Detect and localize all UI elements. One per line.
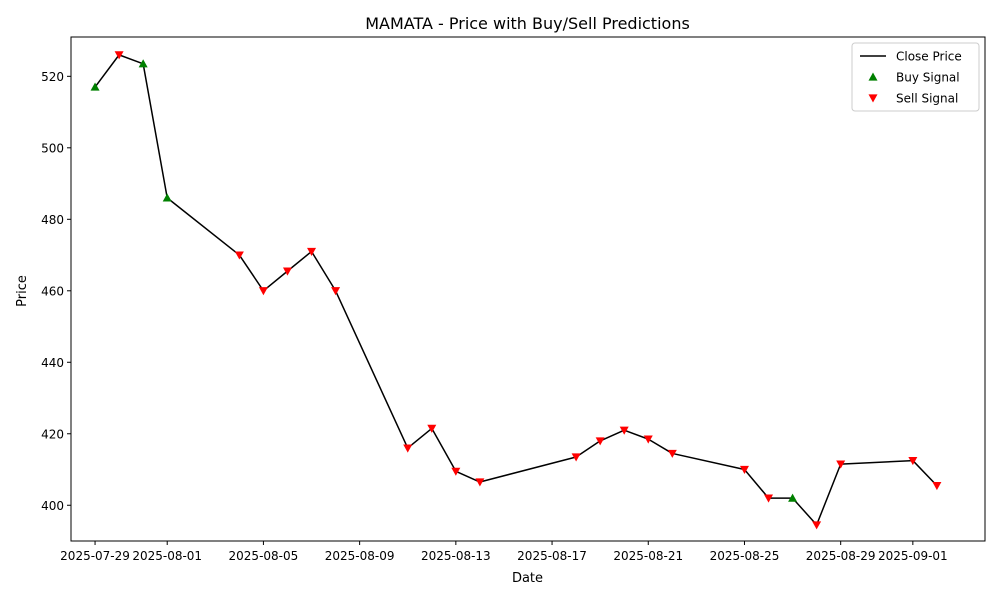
- sell-signal-marker: [403, 444, 413, 453]
- sell-signal-marker: [932, 481, 942, 491]
- buy-signal-marker: [138, 59, 148, 68]
- sell-signal-marker: [307, 247, 317, 256]
- x-tick-label: 2025-08-21: [613, 549, 683, 563]
- sell-signal-marker: [114, 51, 124, 60]
- sell-signal-marker: [764, 494, 774, 503]
- y-tick-label: 480: [41, 213, 64, 227]
- legend-buy-swatch: [868, 72, 878, 81]
- sell-signal-marker: [282, 267, 292, 276]
- sell-signal-marker: [619, 426, 629, 435]
- axes-frame: [70, 36, 986, 542]
- sell-signal-marker: [595, 437, 605, 446]
- x-tick-label: 2025-08-17: [517, 549, 587, 563]
- sell-signal-marker: [908, 456, 918, 466]
- buy-signal-marker: [788, 493, 798, 502]
- y-tick-label: 520: [41, 70, 64, 84]
- legend-label: Buy Signal: [896, 71, 960, 85]
- x-tick-label: 2025-08-29: [806, 549, 876, 563]
- x-tick-label: 2025-08-01: [132, 549, 202, 563]
- y-tick-label: 400: [41, 499, 64, 513]
- legend-label: Sell Signal: [896, 92, 958, 106]
- y-tick-label: 440: [41, 356, 64, 370]
- y-tick-label: 460: [41, 284, 64, 298]
- legend-label: Close Price: [896, 50, 962, 64]
- chart-title: MAMATA - Price with Buy/Sell Predictions: [365, 14, 690, 33]
- sell-signal-marker: [427, 424, 437, 433]
- sell-signal-marker: [451, 467, 461, 476]
- sell-signal-marker: [475, 478, 485, 487]
- x-tick-label: 2025-08-05: [229, 549, 299, 563]
- sell-signal-marker: [812, 521, 822, 530]
- sell-signal-marker: [836, 460, 846, 469]
- legend: Close Price Buy Signal Sell Signal: [851, 42, 980, 112]
- sell-signal-marker: [667, 449, 677, 458]
- x-tick-label: 2025-09-01: [878, 549, 948, 563]
- sell-signal-marker: [331, 287, 341, 296]
- buy-signal-marker: [162, 193, 172, 202]
- buy-signal-marker: [90, 82, 100, 91]
- y-tick-label: 500: [41, 141, 64, 155]
- y-axis-label: Price: [15, 275, 30, 307]
- x-tick-label: 2025-08-09: [325, 549, 395, 563]
- sell-signal-marker: [258, 287, 268, 296]
- x-tick-label: 2025-08-13: [421, 549, 491, 563]
- x-tick-label: 2025-08-25: [710, 549, 780, 563]
- x-tick-label: 2025-07-29: [60, 549, 130, 563]
- legend-box: [851, 42, 980, 112]
- legend-sell-swatch: [868, 94, 878, 103]
- x-axis-label: Date: [512, 571, 543, 586]
- sell-signal-marker: [643, 435, 653, 444]
- y-tick-label: 420: [41, 427, 64, 441]
- sell-signal-marker: [571, 453, 581, 462]
- sell-signal-marker: [234, 251, 244, 260]
- sell-signal-marker: [739, 465, 749, 475]
